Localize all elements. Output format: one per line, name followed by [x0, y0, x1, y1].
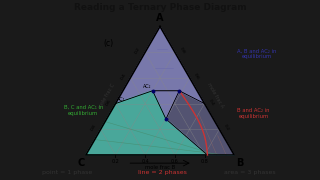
Text: area = 3 phases: area = 3 phases [224, 170, 276, 175]
Text: 0.2: 0.2 [112, 159, 119, 164]
Title: Reading a Ternary Phase Diagram: Reading a Ternary Phase Diagram [74, 3, 246, 12]
Text: mole frac C: mole frac C [97, 82, 116, 109]
Text: 0.6: 0.6 [193, 72, 200, 80]
Polygon shape [166, 91, 234, 155]
Text: 0.6: 0.6 [105, 98, 112, 106]
Polygon shape [86, 91, 234, 155]
Text: mole frac B: mole frac B [145, 165, 175, 170]
Text: A: A [156, 13, 164, 23]
Text: 0.4: 0.4 [141, 159, 149, 164]
Polygon shape [116, 26, 204, 119]
Text: C: C [77, 158, 84, 168]
Text: AC₁: AC₁ [117, 97, 125, 102]
Text: 0.4: 0.4 [208, 98, 215, 106]
Text: point = 1 phase: point = 1 phase [42, 170, 92, 175]
Text: 0.4: 0.4 [120, 72, 127, 80]
Text: B, C and AC₁ in
equilibrium: B, C and AC₁ in equilibrium [64, 105, 103, 116]
Text: 0.8: 0.8 [90, 124, 97, 132]
Text: A, B and AC₂ in
equilibrium: A, B and AC₂ in equilibrium [237, 49, 276, 60]
Text: 0.8: 0.8 [201, 159, 208, 164]
Text: 0.2: 0.2 [134, 47, 141, 55]
Text: B: B [236, 158, 243, 168]
Text: (c): (c) [104, 39, 114, 48]
Text: 0.2: 0.2 [223, 124, 230, 132]
Text: line = 2 phases: line = 2 phases [138, 170, 187, 175]
Text: 0.6: 0.6 [171, 159, 179, 164]
Text: mole frac A: mole frac A [206, 82, 224, 109]
Text: B and AC₂ in
equilibrium: B and AC₂ in equilibrium [237, 108, 270, 119]
Text: 0.8: 0.8 [179, 47, 186, 55]
Text: AC₂: AC₂ [143, 84, 151, 89]
